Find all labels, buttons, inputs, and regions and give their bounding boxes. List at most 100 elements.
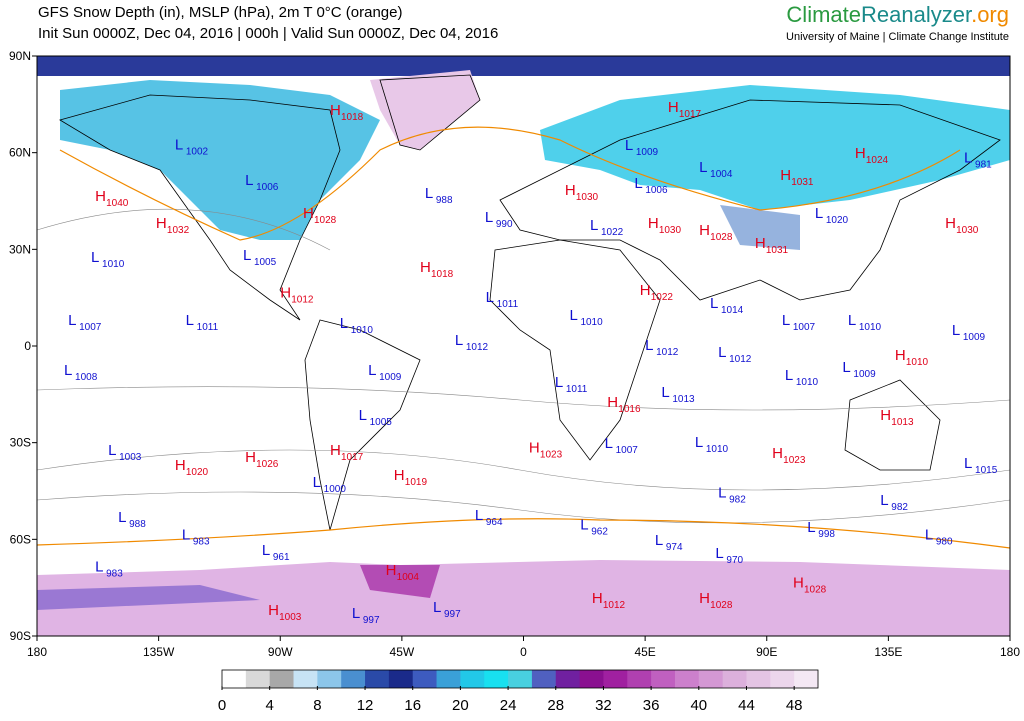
pressure-center-value: 961	[273, 552, 290, 563]
pressure-center-value: 1017	[679, 109, 702, 120]
pressure-center-type: H	[330, 442, 341, 459]
isobars	[36, 208, 1011, 524]
pressure-center-type: L	[352, 605, 360, 622]
pressure-center-value: 1030	[956, 225, 979, 236]
colorbar-swatch	[365, 670, 390, 688]
colorbar-tick-label: 20	[452, 697, 469, 714]
pressure-center-value: 1005	[254, 257, 277, 268]
pressure-center-type: H	[95, 188, 106, 205]
colorbar: 0 4 8 12 16 20 24 28 32 36 40 44 48	[218, 670, 819, 714]
y-tick-label: 30N	[9, 242, 31, 256]
colorbar-swatch	[436, 670, 461, 688]
pressure-center-type: L	[340, 315, 348, 332]
pressure-center-type: H	[895, 347, 906, 364]
pressure-center-value: 1018	[431, 269, 454, 280]
logo-reanalyzer: Reanalyzer	[861, 2, 972, 27]
pressure-center-type: L	[848, 312, 856, 329]
x-tick-label: 45E	[634, 645, 655, 659]
pressure-center-value: 1010	[859, 322, 882, 333]
colorbar-swatch	[245, 670, 271, 688]
pressure-center-value: 1013	[891, 417, 914, 428]
pressure-center-type: L	[925, 526, 933, 543]
colorbar-tick-label: 0	[218, 697, 226, 714]
pressure-center-value: 1018	[341, 112, 364, 123]
pressure-center-value: 1031	[791, 177, 814, 188]
pressure-center-value: 1010	[351, 325, 374, 336]
subtitle: Init Sun 0000Z, Dec 04, 2016 | 000h | Va…	[38, 25, 498, 42]
pressure-center-type: L	[425, 185, 433, 202]
x-tick-label: 90W	[268, 645, 293, 659]
pressure-center-type: L	[68, 312, 76, 329]
pressure-center-value: 1006	[645, 185, 668, 196]
pressure-center-value: 1003	[279, 612, 302, 623]
colorbar-swatch	[412, 670, 438, 688]
pressure-center-type: L	[569, 307, 577, 324]
pressure-center-type: H	[156, 215, 167, 232]
pressure-center-type: L	[645, 337, 653, 354]
arctic-ice	[37, 56, 1010, 76]
pressure-center-type: L	[175, 136, 183, 153]
colorbar-swatch	[269, 670, 295, 688]
pressure-center-type: L	[785, 367, 793, 384]
pressure-center-value: 1011	[497, 299, 519, 310]
pressure-center-value: 1010	[580, 317, 603, 328]
snow-greenland	[370, 70, 480, 150]
pressure-center-value: 983	[106, 569, 123, 580]
pressure-center-type: H	[394, 467, 405, 484]
pressure-center-type: H	[386, 562, 397, 579]
pressure-center-type: L	[699, 159, 707, 176]
pressure-center-type: H	[945, 215, 956, 232]
logo-subtitle: University of Maine | Climate Change Ins…	[786, 31, 1009, 43]
title: GFS Snow Depth (in), MSLP (hPa), 2m T 0°…	[38, 4, 402, 21]
colorbar-swatch	[508, 670, 533, 688]
y-tick-label: 0	[24, 339, 31, 353]
pressure-center-type: H	[780, 167, 791, 184]
pressure-center-type: L	[95, 559, 103, 576]
colorbar-swatch	[317, 670, 342, 688]
pressure-center-type: H	[565, 182, 576, 199]
pressure-center-value: 1008	[75, 372, 98, 383]
y-tick-label: 90S	[10, 629, 31, 643]
pressure-center-value: 1020	[186, 467, 209, 478]
pressure-center-type: H	[855, 145, 866, 162]
colorbar-swatch	[698, 670, 724, 688]
pressure-center-value: 1010	[102, 259, 125, 270]
pressure-center-value: 983	[193, 536, 210, 547]
pressure-center-value: 990	[496, 219, 513, 230]
pressure-center-value: 1015	[975, 465, 998, 476]
pressure-center-value: 1012	[603, 600, 626, 611]
pressure-center-value: 1012	[466, 342, 489, 353]
pressure-center-type: L	[695, 434, 703, 451]
y-tick-label: 60S	[10, 532, 31, 546]
pressure-center-type: L	[486, 289, 494, 306]
pressure-center-type: L	[655, 532, 663, 549]
logo-climate: Climate	[786, 2, 861, 27]
pressure-center-value: 1010	[796, 377, 819, 388]
pressure-center-type: L	[64, 362, 72, 379]
freezing-line	[36, 126, 1011, 549]
colorbar-swatch	[222, 670, 247, 688]
pressure-center-type: H	[303, 205, 314, 222]
pressure-center-type: L	[485, 209, 493, 226]
pressure-center-value: 1020	[826, 215, 849, 226]
pressure-center-type: L	[807, 519, 815, 536]
pressure-center-type: L	[475, 507, 483, 524]
pressure-center-type: L	[182, 526, 190, 543]
pressure-center-type: L	[243, 247, 251, 264]
pressure-center-value: 1009	[379, 372, 402, 383]
pressure-center-type: L	[880, 492, 888, 509]
pressure-center-type: L	[710, 295, 718, 312]
x-tick-label: 0	[520, 645, 527, 659]
pressure-center-value: 1010	[706, 444, 729, 455]
pressure-center-value: 988	[436, 195, 453, 206]
pressure-center-type: H	[245, 449, 256, 466]
pressure-center-value: 1004	[710, 169, 733, 180]
pressure-center-type: H	[699, 222, 710, 239]
antarctic-ice	[37, 585, 260, 610]
pressure-center-type: L	[842, 359, 850, 376]
pressure-center-value: 1019	[405, 477, 428, 488]
pressure-center-value: 1028	[710, 600, 733, 611]
coastlines	[58, 74, 1001, 531]
pressure-center-type: H	[640, 282, 651, 299]
